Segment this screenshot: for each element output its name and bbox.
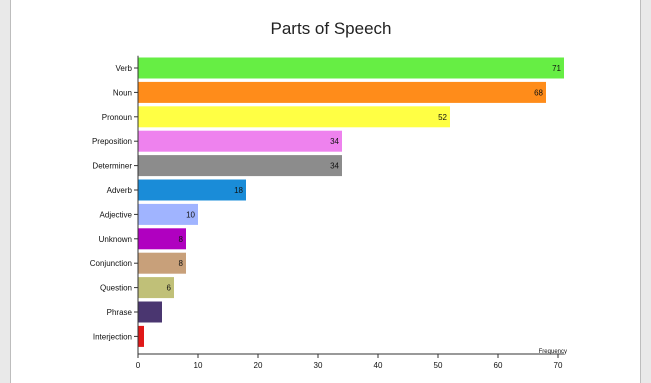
chart-title: Parts of Speech xyxy=(271,19,392,38)
y-tick-label-preposition: Preposition xyxy=(92,137,132,146)
data-label-pronoun: 52 xyxy=(438,113,447,122)
chart-canvas: Parts of Speech 71 68 52 34 34 18 10 8 8 6 Verb No… xyxy=(90,19,567,370)
x-tick-label-60: 60 xyxy=(494,361,503,370)
bar-question xyxy=(138,277,174,299)
data-label-conjunction: 8 xyxy=(179,259,184,268)
y-tick-label-unknown: Unknown xyxy=(99,235,132,244)
bar-preposition xyxy=(138,130,342,152)
y-tick-label-adjective: Adjective xyxy=(100,210,133,219)
data-label-verb: 71 xyxy=(552,64,561,73)
data-label-determiner: 34 xyxy=(330,162,339,171)
bar-adverb xyxy=(138,179,246,201)
chart-frame: Parts of Speech 71 68 52 34 34 18 10 8 8 6 Verb No… xyxy=(10,0,641,383)
x-tick-label-30: 30 xyxy=(314,361,323,370)
bar-pronoun xyxy=(138,106,450,128)
data-label-unknown: 8 xyxy=(179,235,184,244)
bar-noun xyxy=(138,81,546,103)
y-tick-label-conjunction: Conjunction xyxy=(90,259,132,268)
data-label-question: 6 xyxy=(167,284,172,293)
bar-adjective xyxy=(138,203,198,225)
x-tick-label-40: 40 xyxy=(374,361,383,370)
bar-verb xyxy=(138,57,564,79)
bars-layer: 71 68 52 34 34 18 10 8 8 6 xyxy=(138,57,564,347)
y-tick-label-interjection: Interjection xyxy=(93,332,132,341)
bar-unknown xyxy=(138,228,186,250)
axis-layer: Verb Noun Pronoun Preposition Determiner Adve… xyxy=(90,55,564,370)
data-label-preposition: 34 xyxy=(330,137,339,146)
x-tick-label-0: 0 xyxy=(136,361,141,370)
y-tick-label-pronoun: Pronoun xyxy=(102,113,132,122)
y-tick-label-adverb: Adverb xyxy=(107,186,133,195)
data-label-noun: 68 xyxy=(534,88,543,97)
y-tick-label-noun: Noun xyxy=(113,88,132,97)
x-tick-label-10: 10 xyxy=(194,361,203,370)
x-tick-label-20: 20 xyxy=(254,361,263,370)
bar-determiner xyxy=(138,155,342,177)
x-tick-label-70: 70 xyxy=(554,361,563,370)
y-tick-label-phrase: Phrase xyxy=(107,308,133,317)
x-tick-label-50: 50 xyxy=(434,361,443,370)
y-tick-label-question: Question xyxy=(100,284,132,293)
data-label-adjective: 10 xyxy=(186,210,195,219)
y-tick-label-determiner: Determiner xyxy=(92,162,132,171)
y-tick-label-verb: Verb xyxy=(116,64,133,73)
x-axis-title: Frequency xyxy=(539,349,567,355)
bar-interjection xyxy=(138,325,144,347)
bar-conjunction xyxy=(138,252,186,274)
data-label-adverb: 18 xyxy=(234,186,243,195)
bar-phrase xyxy=(138,301,162,323)
